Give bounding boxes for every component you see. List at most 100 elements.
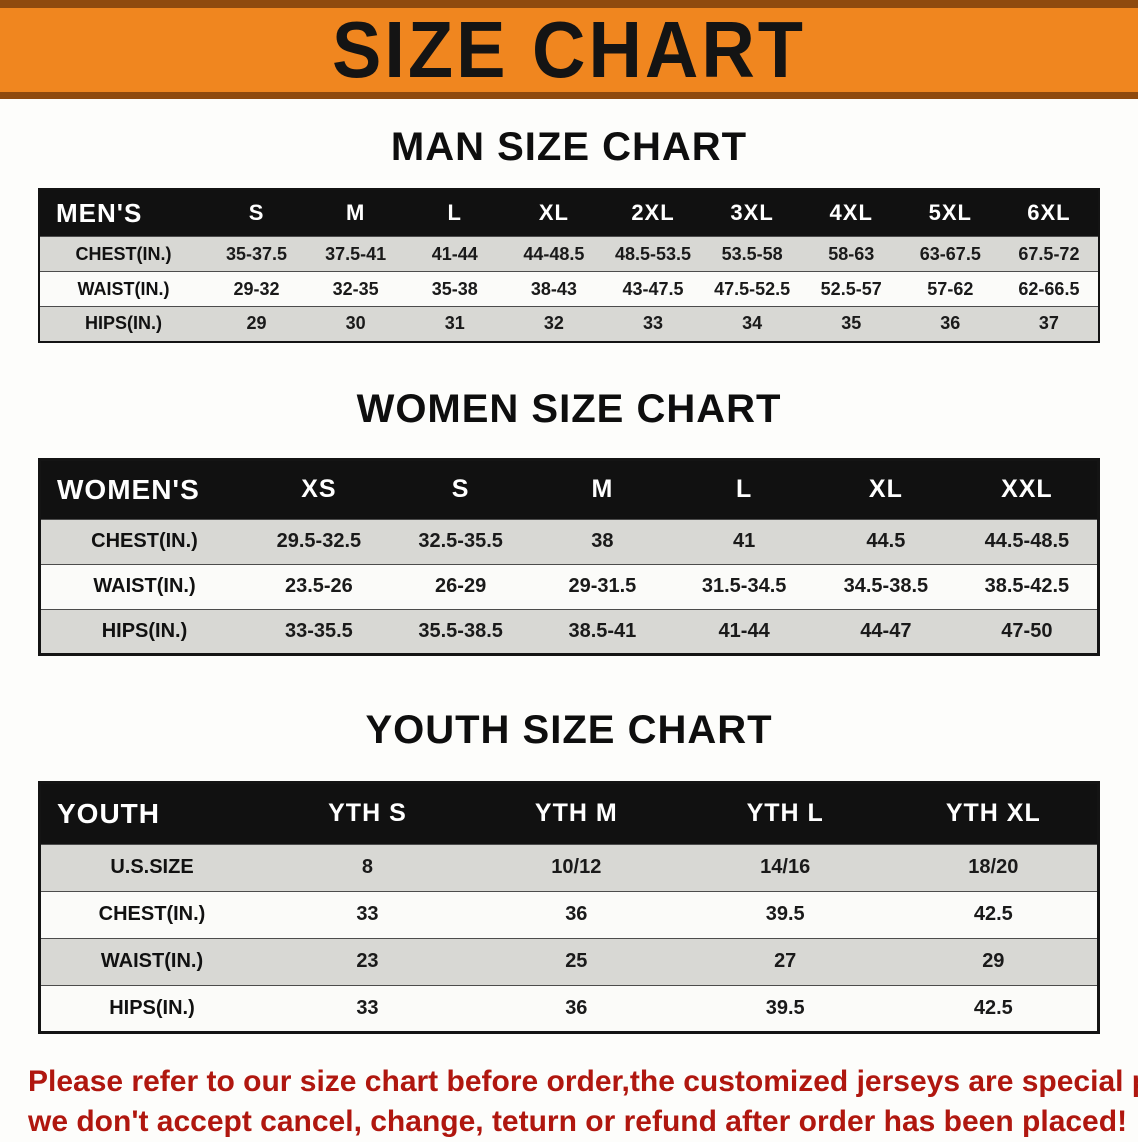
- row-label: HIPS(IN.): [84, 313, 162, 334]
- table-cell: 48.5-53.5: [614, 243, 692, 264]
- table-cell: 44.5: [866, 530, 906, 552]
- table-row: HIPS(IN.) 33-35.5 35.5-38.5 38.5-41 41-44 44-…: [39, 609, 1099, 654]
- table-cell: 34: [742, 313, 763, 334]
- table-corner-label: MEN'S: [39, 189, 207, 237]
- table-cell: 8: [361, 856, 373, 878]
- table-header-row: WOMEN'S XS S M L XL XXL: [39, 459, 1099, 519]
- table-cell: 38.5-41: [568, 619, 637, 642]
- table-cell: 37: [1038, 313, 1059, 334]
- table-row: HIPS(IN.) 29 30 31 32 33 34 35 36 37: [39, 306, 1099, 342]
- column-header: XXL: [956, 459, 1099, 519]
- column-header: YTH S: [263, 782, 472, 844]
- order-notice-line-2: we don't accept cancel, change, teturn o…: [28, 1104, 1128, 1138]
- table-cell: 62-66.5: [1018, 278, 1080, 299]
- row-label: WAIST(IN.): [100, 950, 204, 972]
- column-header: YTH L: [680, 782, 890, 844]
- column-header: YTH XL: [889, 782, 1099, 844]
- table-cell: 29-32: [233, 278, 280, 299]
- table-cell: 44-47: [860, 619, 912, 642]
- table-cell: 58-63: [828, 243, 875, 264]
- row-label: U.S.SIZE: [110, 856, 194, 878]
- column-header: M: [531, 459, 674, 519]
- table-row: CHEST(IN.) 33 36 39.5 42.5: [39, 891, 1099, 938]
- column-header: XL: [504, 189, 604, 237]
- column-header: S: [207, 189, 307, 237]
- table-cell: 44-48.5: [523, 243, 585, 264]
- row-label: WAIST(IN.): [93, 575, 196, 597]
- table-cell: 33: [642, 313, 663, 334]
- row-label: CHEST(IN.): [75, 243, 172, 264]
- column-header: 2XL: [603, 189, 703, 237]
- table-row: CHEST(IN.) 35-37.5 37.5-41 41-44 44-48.5 48.5…: [39, 236, 1099, 272]
- mens-section: MAN SIZE CHART MEN'S S M L XL 2XL 3XL 4XL 5XL 6XL…: [0, 125, 1138, 343]
- table-cell: 29: [982, 950, 1005, 972]
- size-table: MEN'S S M L XL 2XL 3XL 4XL 5XL 6XL CHEST(IN.) 35-37…: [38, 188, 1100, 343]
- table-cell: 23.5-26: [284, 575, 353, 597]
- row-label: CHEST(IN.): [91, 530, 198, 552]
- table-cell: 47-50: [1001, 619, 1053, 642]
- column-header: S: [389, 459, 532, 519]
- table-cell: 35.5-38.5: [418, 619, 503, 642]
- womens-section-heading: WOMEN SIZE CHART: [356, 386, 782, 431]
- mens-size-table: MEN'S S M L XL 2XL 3XL 4XL 5XL 6XL CHEST(IN.) 35-37…: [38, 188, 1100, 343]
- mens-section-heading: MAN SIZE CHART: [390, 125, 748, 169]
- youth-section: YOUTH SIZE CHART YOUTH YTH S YTH M YTH L YTH…: [0, 708, 1138, 1034]
- order-notice: Please refer to our size chart before or…: [28, 1062, 1138, 1142]
- table-cell: 63-67.5: [919, 243, 981, 264]
- table-cell: 35: [841, 313, 862, 334]
- table-cell: 57-62: [927, 278, 974, 299]
- column-header: L: [673, 459, 815, 519]
- table-cell: 14/16: [760, 856, 811, 878]
- table-cell: 43-47.5: [622, 278, 684, 299]
- table-cell: 32-35: [332, 278, 379, 299]
- table-cell: 33: [356, 903, 379, 925]
- table-cell: 42.5: [973, 996, 1013, 1019]
- table-cell: 36: [565, 996, 588, 1019]
- table-row: WAIST(IN.) 23.5-26 26-29 29-31.5 31.5-34.5 34…: [39, 564, 1099, 609]
- table-cell: 38.5-42.5: [984, 575, 1070, 597]
- size-table: YOUTH YTH S YTH M YTH L YTH XL U.S.SIZE 8 10/12…: [38, 780, 1100, 1034]
- table-cell: 18/20: [968, 856, 1019, 878]
- table-cell: 30: [345, 313, 366, 334]
- size-table: WOMEN'S XS S M L XL XXL CHEST(IN.) 29.5-32.5 32.5…: [38, 457, 1100, 656]
- table-row: HIPS(IN.) 33 36 39.5 42.5: [39, 985, 1099, 1032]
- column-header: L: [405, 189, 505, 237]
- table-cell: 31.5-34.5: [701, 575, 787, 597]
- column-header: XL: [815, 459, 957, 519]
- table-cell: 44.5-48.5: [984, 530, 1070, 552]
- table-row: WAIST(IN.) 29-32 32-35 35-38 38-43 43-47.5 47.…: [39, 271, 1099, 307]
- table-cell: 33-35.5: [284, 619, 353, 642]
- column-header: YTH M: [471, 782, 681, 844]
- table-row: U.S.SIZE 8 10/12 14/16 18/20: [39, 844, 1099, 891]
- row-label: HIPS(IN.): [109, 996, 195, 1019]
- table-cell: 32: [543, 313, 564, 334]
- table-cell: 25: [565, 950, 588, 972]
- table-cell: 33: [356, 996, 379, 1019]
- womens-section: WOMEN SIZE CHART WOMEN'S XS S M L XL XXL CHEST(…: [0, 387, 1138, 656]
- table-row: WAIST(IN.) 23 25 27 29: [39, 938, 1099, 985]
- column-header: 5XL: [900, 189, 1000, 237]
- table-cell: 32.5-35.5: [418, 530, 503, 552]
- column-header: 4XL: [801, 189, 901, 237]
- table-cell: 38-43: [530, 278, 577, 299]
- table-cell: 52.5-57: [820, 278, 882, 299]
- table-cell: 42.5: [973, 903, 1013, 925]
- table-cell: 36: [565, 903, 588, 925]
- table-cell: 41-44: [718, 619, 770, 642]
- column-header: 6XL: [999, 189, 1099, 237]
- column-header: XS: [248, 459, 390, 519]
- table-cell: 29-31.5: [568, 575, 637, 597]
- table-cell: 29: [246, 313, 267, 334]
- table-cell: 29.5-32.5: [276, 530, 362, 552]
- row-label: WAIST(IN.): [77, 278, 170, 299]
- table-cell: 26-29: [435, 575, 487, 597]
- table-cell: 39.5: [765, 903, 805, 925]
- page-title: SIZE CHART: [332, 4, 806, 95]
- row-label: CHEST(IN.): [98, 903, 206, 925]
- table-cell: 35-37.5: [226, 243, 288, 264]
- table-header-row: YOUTH YTH S YTH M YTH L YTH XL: [39, 782, 1099, 844]
- column-header: M: [306, 189, 406, 237]
- column-header: 3XL: [702, 189, 802, 237]
- youth-section-heading: YOUTH SIZE CHART: [365, 707, 773, 752]
- table-cell: 23: [356, 950, 379, 972]
